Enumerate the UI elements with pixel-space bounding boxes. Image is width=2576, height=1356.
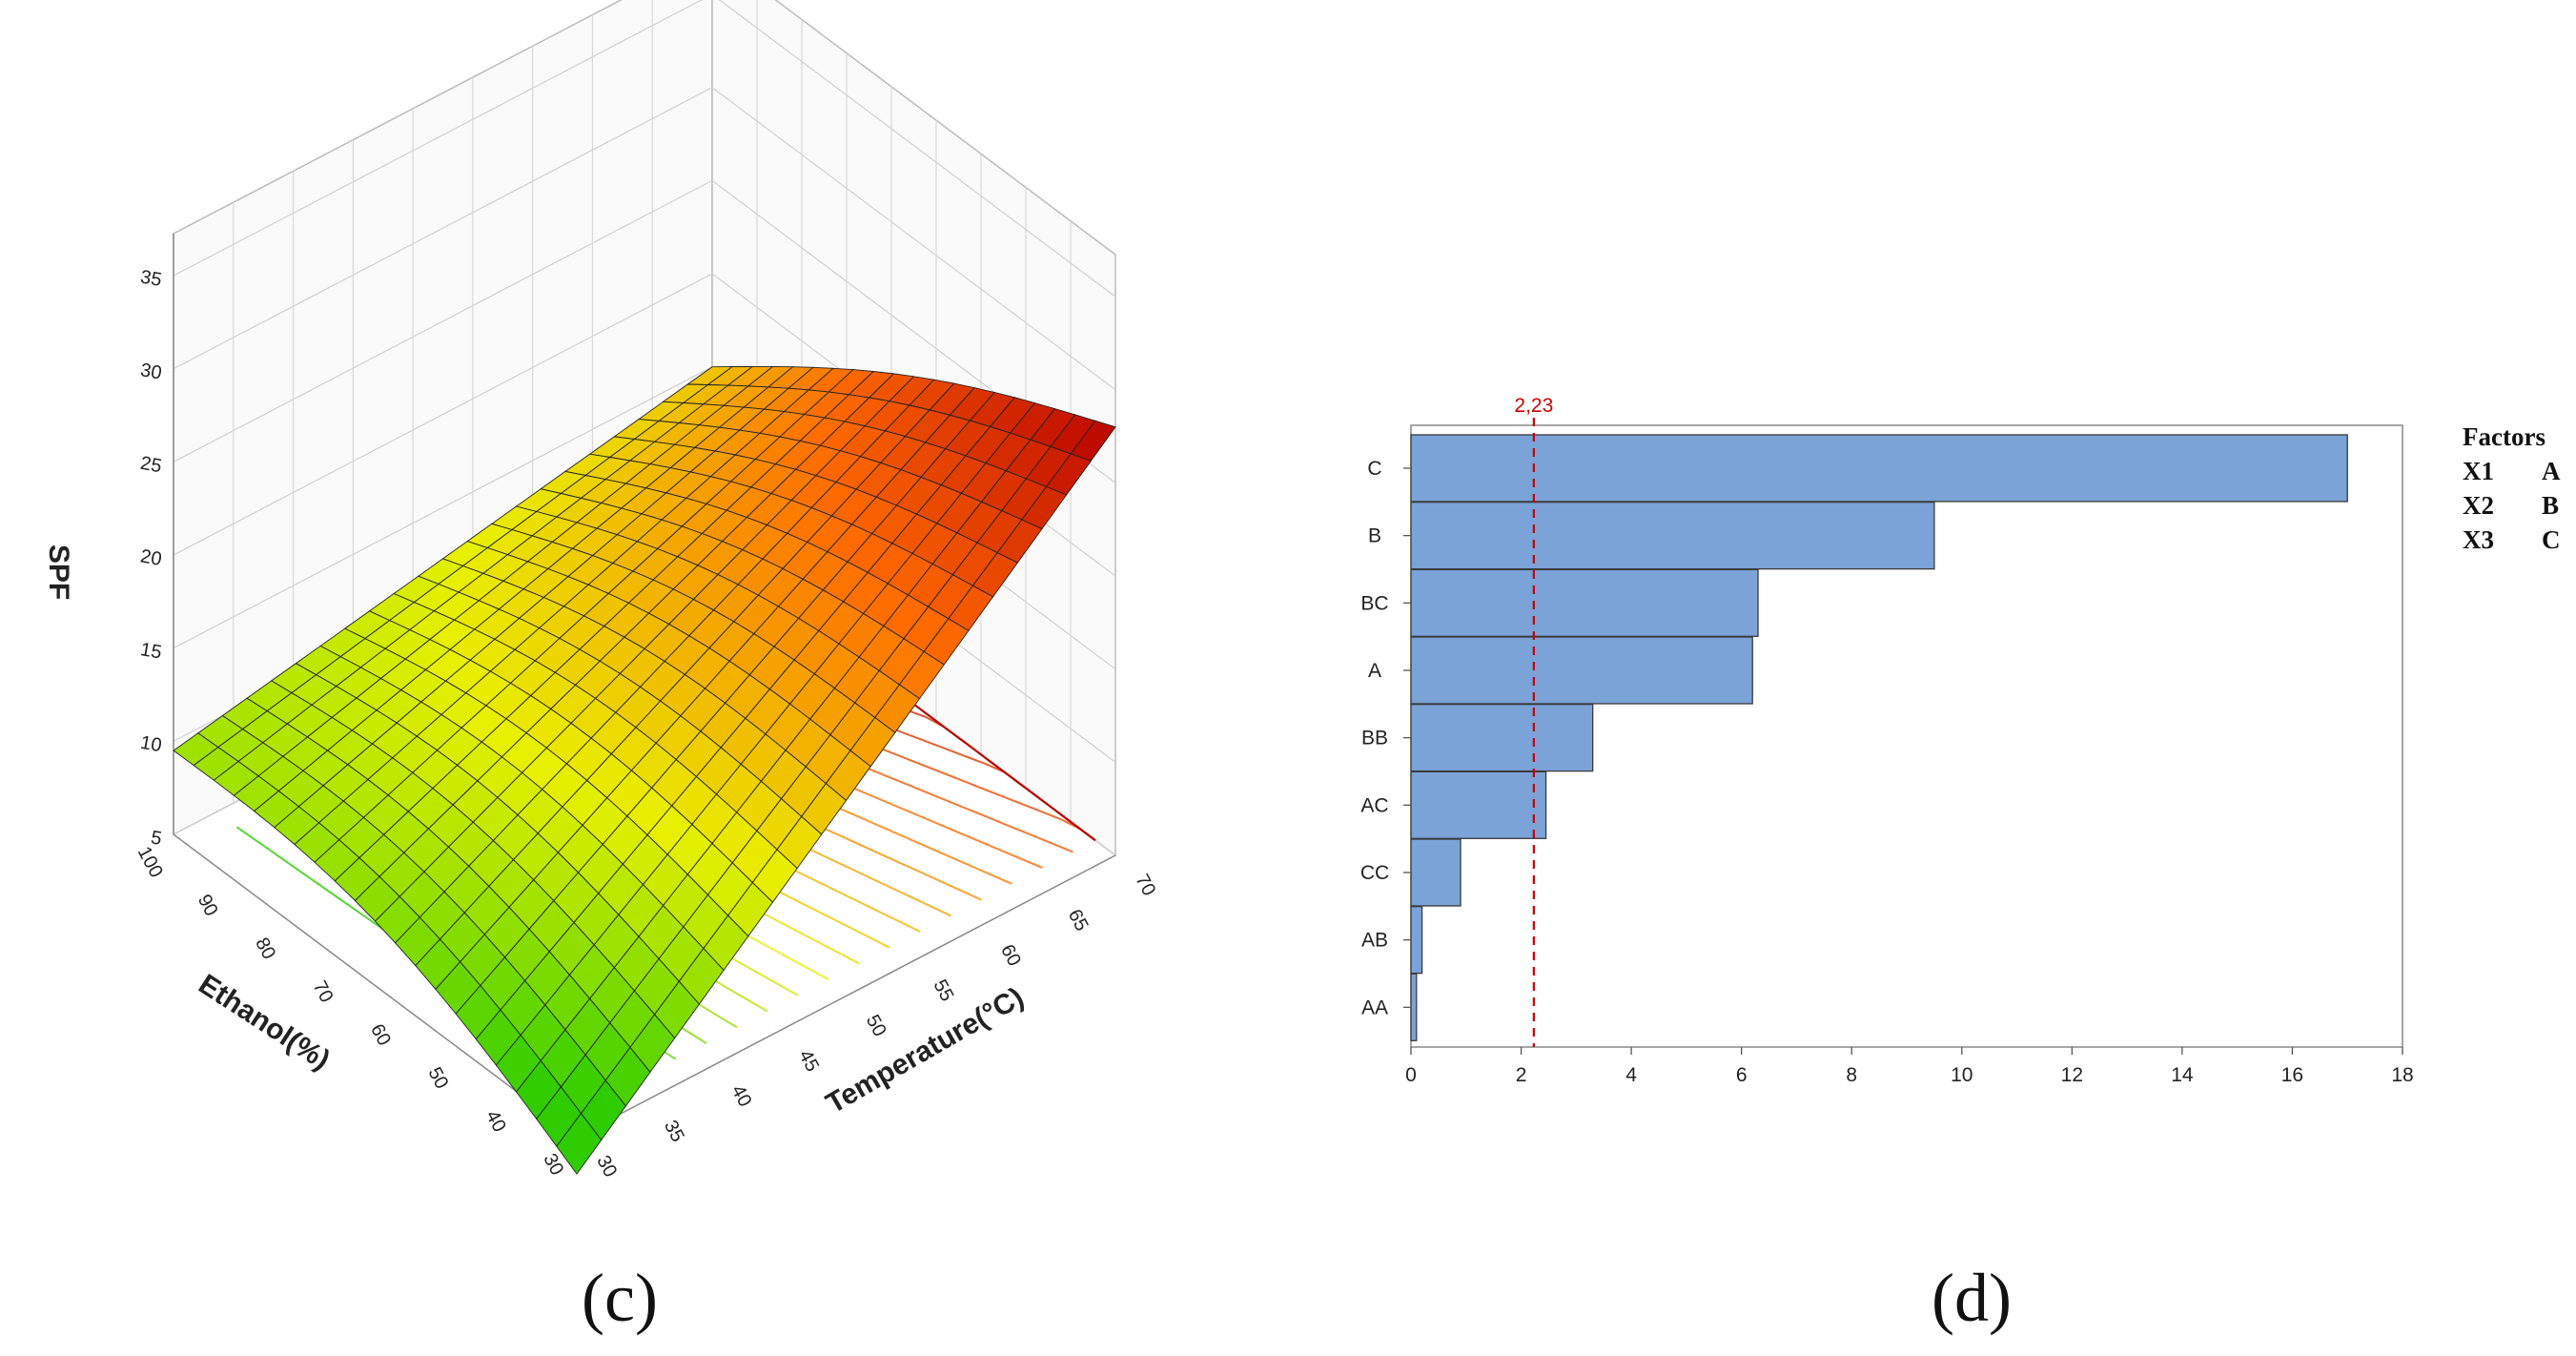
x-axis-ticks: 0 2 4 6 8 10 12 14 16 18 [1405,1047,2414,1086]
bar [1410,636,1753,705]
bars [1410,434,2348,1041]
response-surface [173,365,1116,1175]
category-label: BB [1361,728,1388,750]
category-label: CC [1360,862,1389,884]
category-label: AC [1360,794,1388,816]
category-ticks: C B BC A BB AC CC AB AA [1360,458,1411,1018]
y-tick-label: 35 [660,1117,688,1145]
legend-title: Factors [2463,422,2545,451]
category-label: AB [1361,930,1388,952]
x-tick-label: 10 [1951,1064,1973,1086]
surface-cell [556,1112,603,1175]
x-tick-label: 4 [1625,1064,1637,1086]
legend-code: X3 [2463,525,2494,554]
y-tick-label: 40 [727,1081,756,1110]
legend-factor: B [2542,491,2559,520]
y-tick-label: 55 [929,976,957,1005]
z-tick-label: 10 [139,732,164,757]
legend-code: X1 [2463,457,2494,485]
z-tick-label: 35 [139,266,164,291]
z-tick-label: 5 [150,827,164,850]
x-tick-label: 70 [309,977,337,1006]
x-tick-label: 90 [194,891,222,919]
reference-line-group: 2,23 [1514,395,1553,1047]
z-tick-label: 25 [139,453,164,478]
bar [1410,704,1594,772]
panel-label-d: (d) [1932,1260,2012,1336]
bar [1410,973,1418,1041]
z-tick-label: 30 [139,360,164,384]
bar [1410,838,1462,907]
y-tick-label: 60 [996,941,1025,970]
x-tick-label: 6 [1736,1064,1748,1086]
y-tick-label: 45 [794,1047,823,1076]
x-tick-label: 50 [424,1064,453,1093]
bar [1410,502,1935,570]
z-tick-label: 20 [139,545,164,570]
y-tick-label: 70 [1131,871,1159,899]
category-label: C [1367,458,1381,480]
x-tick-label: 18 [2391,1064,2413,1086]
x-tick-label: 2 [1516,1064,1527,1086]
x-tick-label: 12 [2061,1064,2083,1086]
x-tick-label: 80 [251,935,279,963]
z-tick-label: 15 [139,639,164,664]
legend-factor: A [2542,457,2561,485]
y-tick-label: 50 [862,1012,890,1040]
bar [1410,568,1759,637]
legend-code: X2 [2463,491,2494,520]
x-tick-label: 14 [2171,1064,2194,1086]
x-tick-label: 40 [481,1107,510,1136]
x-tick-label: 16 [2281,1064,2303,1086]
bar [1410,770,1547,839]
x-tick-label: 0 [1405,1064,1417,1086]
bar [1410,434,2348,503]
y-tick-label: 30 [592,1152,621,1181]
reference-label: 2,23 [1514,395,1553,417]
category-label: A [1368,660,1381,682]
x-tick-label: 100 [133,843,167,881]
x-tick-label: 60 [366,1020,395,1049]
category-label: B [1368,525,1381,547]
x-tick-label: 8 [1846,1064,1857,1086]
z-axis-title: SPF [43,544,74,600]
panel-label-c: (c) [582,1260,658,1336]
category-label: AA [1361,996,1388,1018]
legend: Factors X1 A X2 B X3 C [2463,422,2561,554]
category-label: BC [1360,592,1388,614]
y-tick-label: 65 [1064,906,1093,935]
legend-factor: C [2542,525,2561,554]
bar [1410,906,1423,975]
y-axis-title: Temperature(°C) [821,981,1029,1120]
